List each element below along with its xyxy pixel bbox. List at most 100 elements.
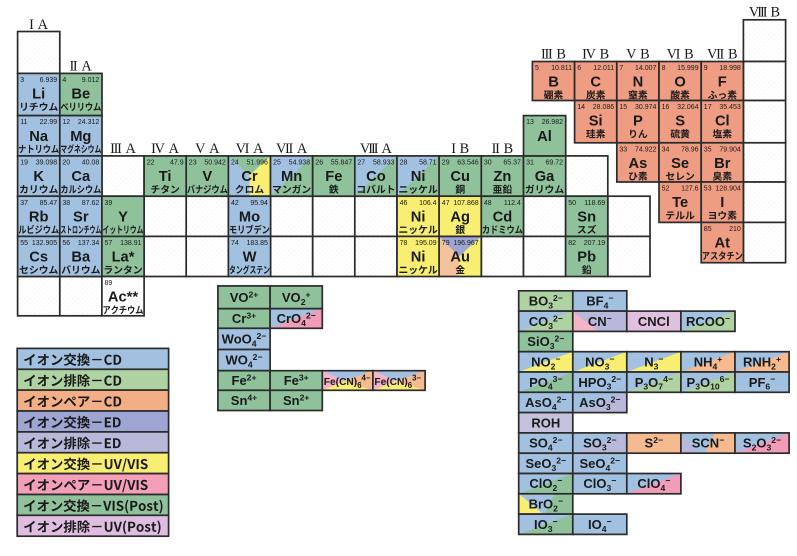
svg-text:22: 22 [147,160,155,167]
svg-text:Y: Y [118,209,128,225]
svg-text:8: 8 [662,65,666,72]
svg-text:BF4−: BF4− [586,293,613,311]
svg-text:IA: IA [29,17,48,33]
svg-text:Pb: Pb [577,250,596,266]
svg-text:48: 48 [484,200,492,207]
svg-text:3: 3 [20,77,24,84]
svg-text:12.011: 12.011 [593,65,614,72]
svg-text:NO3−: NO3− [585,354,614,372]
svg-text:ClO2−: ClO2− [529,476,562,494]
svg-text:PF6−: PF6− [749,374,775,392]
svg-text:Be: Be [71,87,90,103]
svg-text:At: At [715,236,731,252]
svg-text:W: W [243,250,257,266]
svg-text:14.007: 14.007 [635,65,657,72]
svg-text:15.999: 15.999 [677,65,699,72]
svg-text:74.922: 74.922 [635,146,657,153]
svg-text:107.868: 107.868 [453,200,478,207]
svg-text:P3O106−: P3O106− [687,374,730,392]
svg-text:Fe: Fe [325,169,342,185]
svg-text:35.453: 35.453 [719,104,741,111]
svg-text:ROH: ROH [531,415,560,430]
svg-text:N3−: N3− [644,354,663,372]
svg-text:Fe2+: Fe2+ [232,373,257,389]
svg-text:11: 11 [20,119,27,126]
svg-text:47: 47 [442,200,450,207]
svg-text:Fe(CN)64−: Fe(CN)64− [324,374,371,391]
svg-text:RCOO−: RCOO− [686,313,730,329]
svg-text:Cr: Cr [241,169,258,185]
svg-text:7: 7 [619,65,623,72]
svg-text:30.974: 30.974 [635,104,657,111]
svg-text:87.62: 87.62 [82,200,100,207]
svg-text:Cl: Cl [715,114,730,130]
svg-text:WO42−: WO42− [226,352,263,370]
svg-text:183.85: 183.85 [246,240,268,247]
svg-text:79.904: 79.904 [719,146,741,153]
svg-text:Cu: Cu [450,169,470,185]
svg-text:85: 85 [704,226,712,233]
svg-text:33: 33 [619,146,627,153]
svg-text:SeO32−: SeO32− [525,455,566,473]
svg-text:NO2−: NO2− [531,354,560,372]
svg-text:Li: Li [32,87,45,103]
svg-text:As: As [629,156,648,172]
svg-text:VO2+: VO2+ [282,289,311,307]
svg-text:54.938: 54.938 [289,160,311,167]
svg-text:Sr: Sr [73,209,89,225]
svg-text:35: 35 [704,146,712,153]
svg-text:CNCl: CNCl [638,314,670,329]
svg-text:132.905: 132.905 [32,240,57,247]
svg-text:Se: Se [671,156,689,172]
svg-text:39: 39 [105,200,113,207]
svg-text:Fe(CN)63−: Fe(CN)63− [374,374,421,391]
svg-text:SCN−: SCN− [692,435,724,451]
svg-text:14: 14 [577,104,585,111]
svg-text:18.998: 18.998 [719,65,741,72]
svg-text:51.996: 51.996 [246,160,268,167]
svg-text:V: V [202,169,212,185]
svg-text:78: 78 [400,240,408,247]
svg-text:137.34: 137.34 [78,240,100,247]
svg-text:16: 16 [662,104,670,111]
svg-text:28.086: 28.086 [593,104,615,111]
svg-text:AsO32−: AsO32− [579,395,620,413]
svg-text:196.967: 196.967 [453,240,478,247]
svg-text:BrO2−: BrO2− [529,496,563,514]
svg-text:82: 82 [568,240,576,247]
svg-text:47.9: 47.9 [170,160,184,167]
svg-text:15: 15 [619,104,627,111]
svg-text:P3O74−: P3O74− [635,374,673,392]
svg-text:69.72: 69.72 [545,160,563,167]
svg-text:IO3−: IO3− [534,516,558,534]
svg-text:210: 210 [729,226,741,233]
svg-text:HPO32−: HPO32− [578,374,621,392]
svg-text:ClO3−: ClO3− [583,476,616,494]
svg-text:VIB: VI B [667,47,694,63]
svg-text:Te: Te [672,195,688,211]
svg-text:Ga: Ga [535,169,555,185]
svg-text:28: 28 [400,160,408,167]
svg-text:12: 12 [62,119,70,126]
svg-text:Fe3+: Fe3+ [284,373,309,389]
svg-text:26.982: 26.982 [542,119,564,126]
svg-text:56: 56 [62,240,70,247]
svg-text:Sn4+: Sn4+ [231,392,257,408]
svg-text:I: I [720,195,724,211]
svg-text:IVB: IV B [582,47,609,63]
svg-text:Zn: Zn [493,169,511,185]
svg-text:195.09: 195.09 [415,240,437,247]
svg-text:207.19: 207.19 [584,240,606,247]
svg-text:CO32−: CO32− [529,313,563,331]
svg-text:Ba: Ba [71,250,91,266]
svg-text:SiO32−: SiO32− [527,334,564,352]
svg-text:Mo: Mo [239,209,260,225]
svg-text:La*: La* [112,250,135,266]
svg-text:22.99: 22.99 [40,119,58,126]
svg-text:NH4+: NH4+ [694,354,723,372]
svg-text:Ag: Ag [450,209,470,225]
